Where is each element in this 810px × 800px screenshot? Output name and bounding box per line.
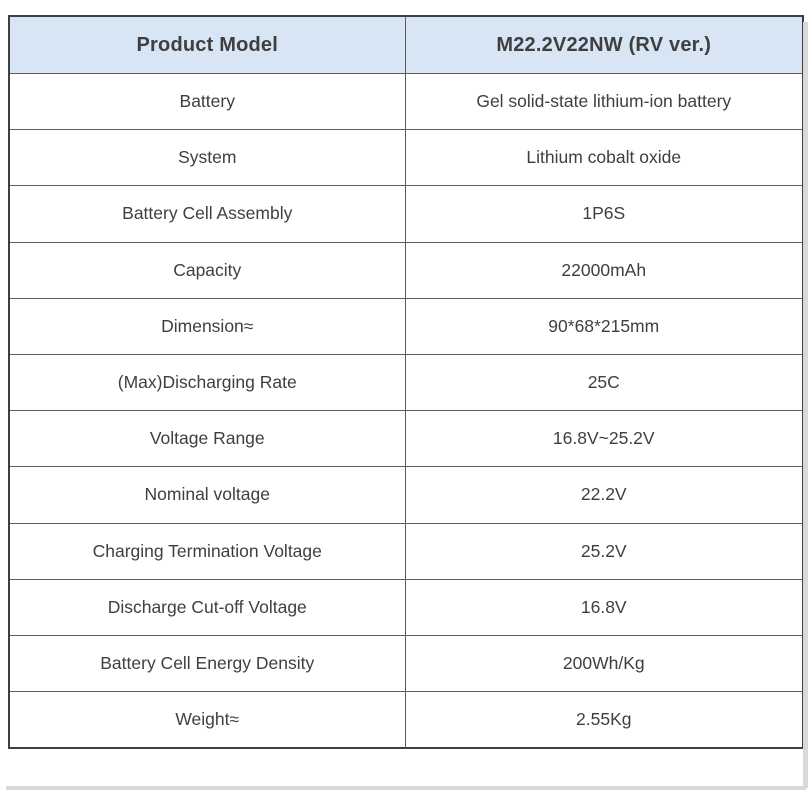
spec-label-cell: Discharge Cut-off Voltage — [8, 578, 406, 636]
table-row: Voltage Range 16.8V~25.2V — [8, 410, 804, 468]
table-row: Dimension≈ 90*68*215mm — [8, 297, 804, 355]
spec-value-cell: 25C — [404, 353, 804, 412]
spec-table: Product Model M22.2V22NW (RV ver.) Batte… — [8, 15, 804, 750]
spec-value-cell: 16.8V~25.2V — [404, 410, 804, 468]
spec-label-cell: System — [8, 129, 406, 187]
spec-label-cell: Weight≈ — [8, 691, 406, 749]
table-row: Capacity 22000mAh — [8, 241, 804, 299]
spec-value-cell: 200Wh/Kg — [404, 634, 804, 693]
header-product-model-label: Product Model — [8, 15, 406, 74]
table-shadow-right — [803, 22, 808, 788]
spec-value-cell: 1P6S — [404, 185, 804, 243]
table-row: Discharge Cut-off Voltage 16.8V — [8, 578, 804, 636]
table-row: Battery Gel solid-state lithium-ion batt… — [8, 72, 804, 131]
spec-value-cell: 16.8V — [404, 578, 804, 636]
table-row: System Lithium cobalt oxide — [8, 129, 804, 187]
table-row: Battery Cell Energy Density 200Wh/Kg — [8, 634, 804, 693]
spec-value-cell: Gel solid-state lithium-ion battery — [404, 72, 804, 131]
spec-value-cell: 2.55Kg — [404, 691, 804, 749]
spec-value-cell: 22000mAh — [404, 241, 804, 299]
table-shadow-bottom — [6, 786, 806, 790]
header-model-number: M22.2V22NW (RV ver.) — [404, 15, 804, 74]
table-row: Weight≈ 2.55Kg — [8, 691, 804, 749]
spec-label-cell: Battery Cell Assembly — [8, 185, 406, 243]
table-row: (Max)Discharging Rate 25C — [8, 353, 804, 412]
table-row: Battery Cell Assembly 1P6S — [8, 185, 804, 243]
spec-value-cell: 90*68*215mm — [404, 297, 804, 355]
table-header-row: Product Model M22.2V22NW (RV ver.) — [8, 15, 804, 74]
spec-label-cell: Voltage Range — [8, 410, 406, 468]
spec-label-cell: Nominal voltage — [8, 466, 406, 524]
spec-value-cell: 22.2V — [404, 466, 804, 524]
spec-value-cell: 25.2V — [404, 522, 804, 580]
spec-label-cell: Charging Termination Voltage — [8, 522, 406, 580]
spec-label-cell: Battery — [8, 72, 406, 131]
spec-label-cell: Dimension≈ — [8, 297, 406, 355]
spec-value-cell: Lithium cobalt oxide — [404, 129, 804, 187]
spec-label-cell: Battery Cell Energy Density — [8, 634, 406, 693]
table-row: Charging Termination Voltage 25.2V — [8, 522, 804, 580]
spec-table-body: Battery Gel solid-state lithium-ion batt… — [8, 72, 804, 749]
spec-label-cell: (Max)Discharging Rate — [8, 353, 406, 412]
spec-label-cell: Capacity — [8, 241, 406, 299]
table-row: Nominal voltage 22.2V — [8, 466, 804, 524]
